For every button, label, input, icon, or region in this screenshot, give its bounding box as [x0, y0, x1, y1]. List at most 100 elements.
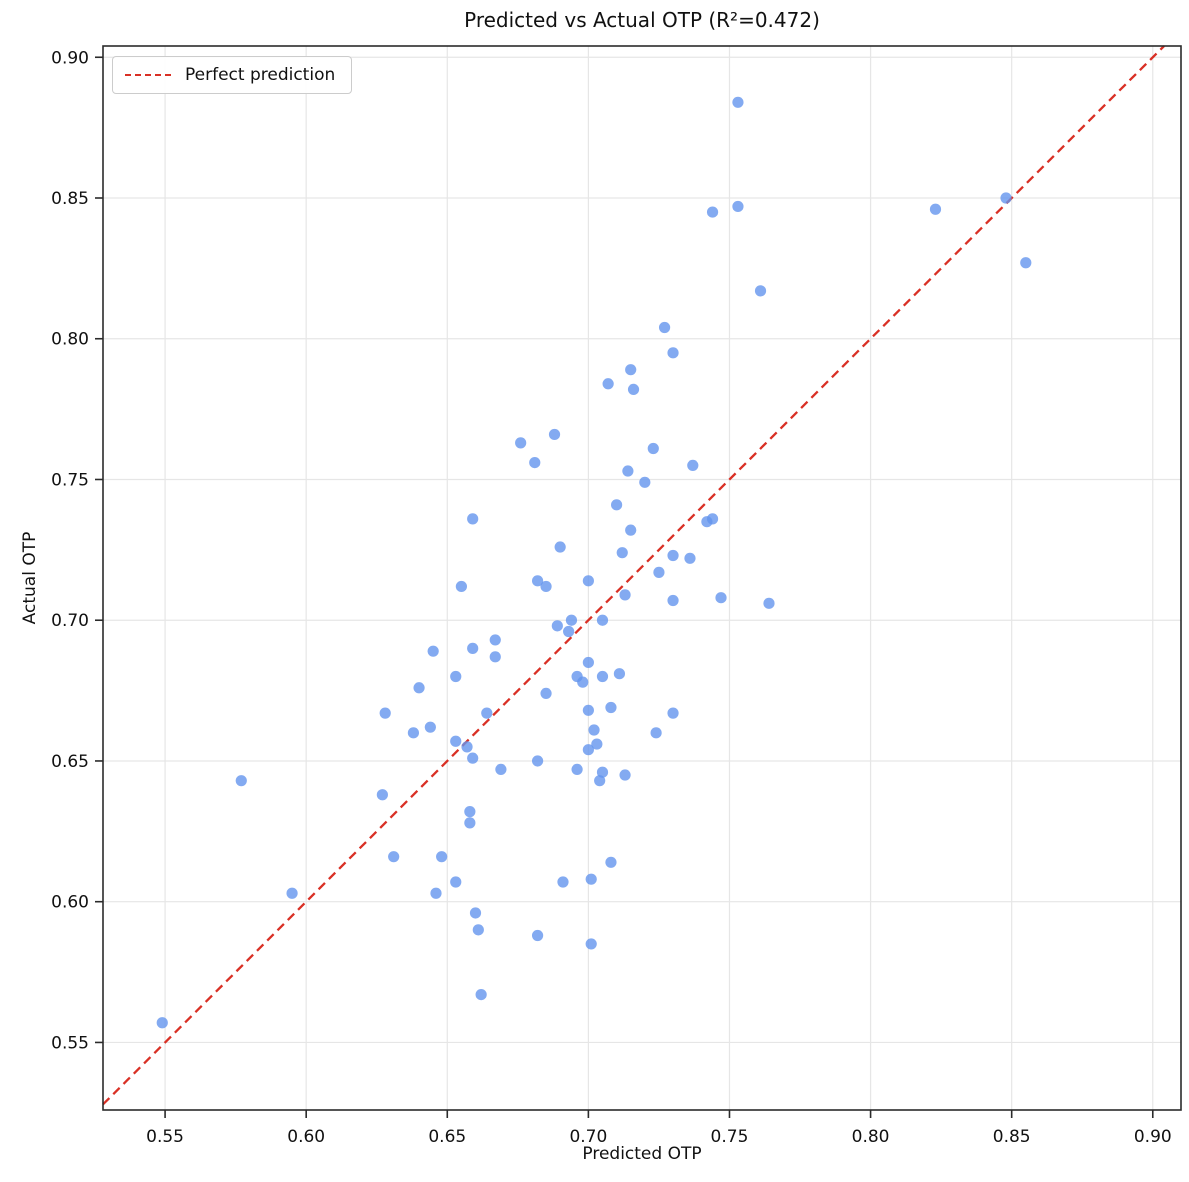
data-point: [616, 547, 628, 559]
data-point: [639, 476, 651, 488]
data-point: [658, 321, 671, 334]
data-point: [427, 645, 439, 657]
data-point: [467, 752, 479, 764]
data-point: [495, 763, 507, 776]
data-point: [627, 383, 640, 396]
data-point: [469, 907, 482, 919]
data-point: [706, 513, 719, 525]
data-point: [596, 766, 609, 778]
data-point: [582, 704, 594, 716]
data-point: [489, 651, 501, 663]
data-point: [577, 676, 589, 688]
data-point: [548, 428, 561, 441]
data-point: [531, 755, 544, 767]
data-point: [455, 580, 467, 593]
data-point: [379, 707, 391, 719]
x-tick-label: 0.70: [569, 1127, 607, 1147]
data-point: [611, 499, 623, 511]
y-tick-label: 0.70: [51, 611, 89, 631]
data-point: [605, 856, 617, 868]
data-point: [407, 727, 420, 739]
data-point: [684, 552, 696, 564]
data-point: [388, 851, 400, 863]
x-tick-label: 0.75: [711, 1127, 749, 1147]
data-point: [625, 364, 637, 376]
data-point: [464, 817, 476, 829]
data-point: [602, 378, 614, 390]
data-point: [515, 437, 527, 449]
data-point: [529, 456, 541, 469]
data-point: [591, 738, 603, 750]
data-point: [585, 938, 597, 950]
data-point: [464, 806, 476, 818]
data-point: [1000, 192, 1012, 204]
data-point: [531, 929, 544, 942]
data-point: [588, 724, 600, 736]
data-point: [461, 741, 473, 753]
data-point: [1020, 257, 1032, 269]
data-point: [540, 687, 552, 700]
data-point: [571, 763, 583, 776]
data-point: [763, 597, 775, 609]
data-point: [554, 541, 566, 553]
chart-title: Predicted vs Actual OTP (R²=0.472): [464, 8, 820, 32]
data-point: [376, 789, 388, 801]
data-point: [619, 589, 631, 601]
data-point: [594, 775, 606, 787]
x-tick-label: 0.60: [287, 1127, 325, 1147]
x-tick-label: 0.80: [852, 1127, 890, 1147]
data-point: [667, 347, 679, 359]
legend: Perfect prediction: [112, 56, 353, 94]
data-point: [653, 566, 665, 578]
data-point: [647, 442, 659, 455]
data-point: [540, 580, 552, 593]
data-point: [622, 465, 634, 477]
data-point: [286, 887, 298, 899]
data-point: [706, 206, 719, 218]
data-point: [605, 701, 617, 714]
x-axis-label: Predicted OTP: [582, 1144, 702, 1164]
data-point: [531, 575, 544, 587]
perfect-prediction-line: [102, 45, 1165, 1106]
data-point: [929, 203, 942, 215]
y-tick-label: 0.55: [51, 1033, 89, 1053]
x-tick-label: 0.85: [993, 1127, 1031, 1147]
legend-dashed-line-icon: [125, 74, 171, 76]
data-point: [557, 876, 569, 888]
data-point: [619, 769, 631, 781]
data-point: [467, 642, 479, 654]
x-tick-label: 0.65: [428, 1127, 466, 1147]
data-point: [687, 459, 699, 472]
data-point: [667, 707, 679, 719]
data-point: [582, 656, 594, 669]
data-point: [585, 873, 597, 885]
data-point: [732, 200, 744, 213]
data-point: [475, 988, 487, 1001]
data-point: [472, 924, 484, 936]
data-point: [436, 851, 448, 863]
data-point: [450, 735, 462, 747]
data-point: [650, 727, 662, 739]
data-point: [732, 96, 744, 108]
data-point: [715, 592, 727, 604]
data-point: [489, 634, 501, 646]
data-point: [430, 887, 442, 899]
legend-label: Perfect prediction: [185, 65, 336, 85]
y-axis-label: Actual OTP: [20, 531, 40, 625]
data-point: [754, 285, 767, 297]
y-tick-label: 0.65: [51, 752, 89, 772]
data-point: [582, 575, 594, 587]
y-tick-label: 0.90: [51, 48, 89, 68]
data-point: [450, 876, 462, 888]
data-point: [613, 668, 626, 680]
data-point: [156, 1017, 168, 1029]
y-tick-label: 0.75: [51, 470, 89, 490]
data-point: [596, 614, 609, 626]
y-tick-label: 0.80: [51, 330, 89, 350]
data-point: [413, 682, 425, 694]
plot-border: [102, 45, 1182, 1111]
data-point: [667, 549, 679, 562]
y-tick-label: 0.85: [51, 189, 89, 209]
